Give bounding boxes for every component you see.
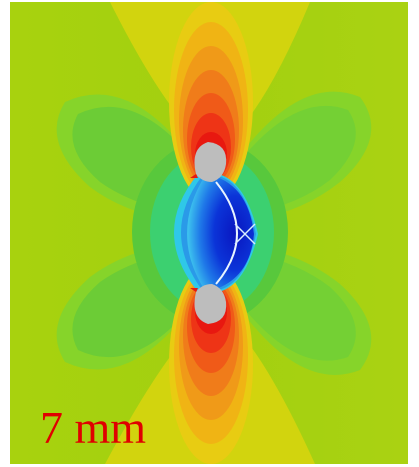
scale-label: 7 mm bbox=[40, 402, 147, 453]
crack-curve bbox=[215, 181, 238, 285]
upper-inclusion bbox=[194, 142, 227, 182]
compression-zone bbox=[187, 174, 254, 292]
upper-tip-marker bbox=[190, 174, 198, 178]
center-cross-icon bbox=[234, 223, 256, 245]
contour-map bbox=[10, 2, 408, 464]
stress-field-plot: 7 mm bbox=[10, 2, 408, 464]
lower-inclusion bbox=[194, 284, 227, 324]
lower-tip-marker bbox=[190, 288, 198, 292]
